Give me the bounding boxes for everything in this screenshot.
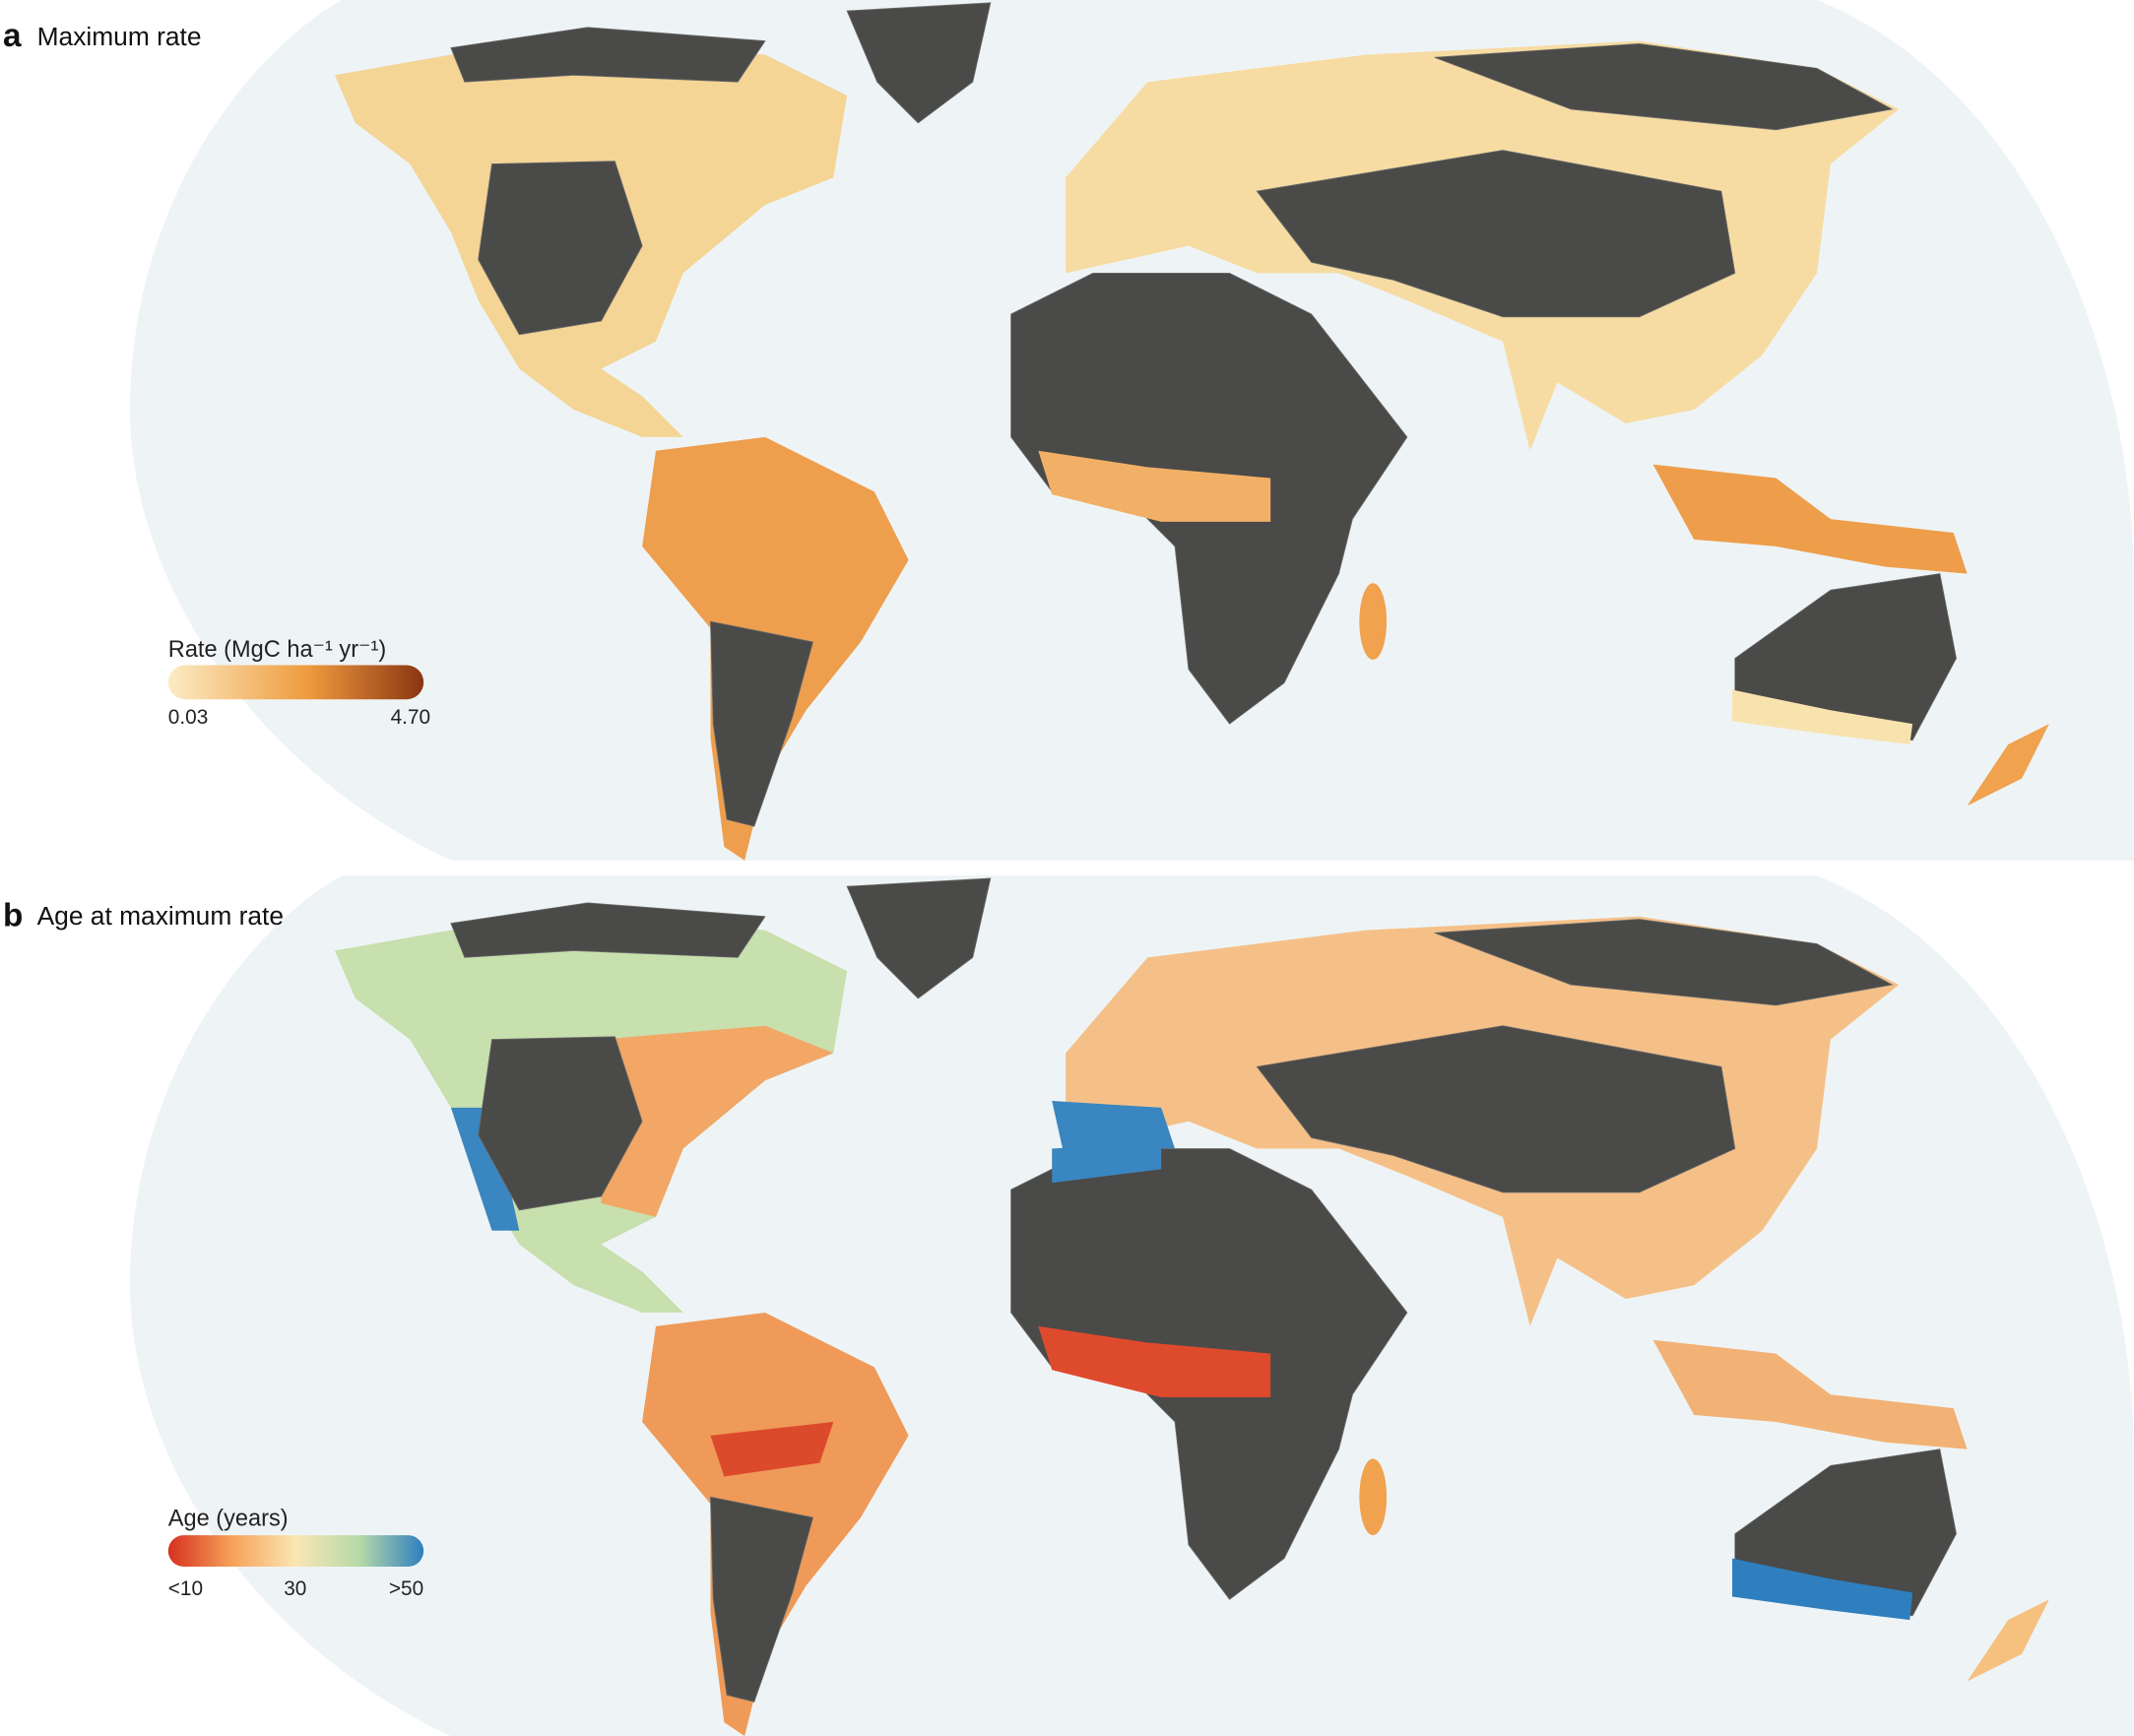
madagascar xyxy=(1359,1458,1388,1536)
eurasia-dry xyxy=(1256,1025,1736,1193)
greenland xyxy=(846,2,992,124)
australia-coast xyxy=(1732,689,1913,744)
arctic-islands xyxy=(450,27,766,83)
legend-label: <10 xyxy=(168,1577,203,1600)
south-america-dry xyxy=(710,1496,814,1703)
panel-label: b xyxy=(3,897,23,933)
new-zealand xyxy=(1967,1599,2049,1682)
eurasia-dry xyxy=(1256,150,1736,318)
legend-label: 30 xyxy=(284,1577,306,1600)
panel-b: b Age at maximum rate Age (years) <10 30… xyxy=(3,875,2134,1736)
siberia-north xyxy=(1434,42,1894,131)
siberia-north xyxy=(1434,919,1894,1006)
legend-label: 4.70 xyxy=(391,706,430,729)
legend-title: Rate (MgC ha⁻¹ yr⁻¹) xyxy=(168,636,386,662)
legend-colorbar xyxy=(167,665,424,700)
new-zealand xyxy=(1967,724,2049,806)
north-america-west xyxy=(450,1107,520,1231)
southeast-asia xyxy=(1652,464,1968,574)
africa-forest xyxy=(1038,450,1271,522)
panel-title: Maximum rate xyxy=(37,22,202,51)
legend-label: 0.03 xyxy=(168,706,208,729)
madagascar xyxy=(1359,583,1388,660)
south-america-band xyxy=(710,1421,834,1477)
south-america-dry xyxy=(710,620,814,827)
southeast-asia xyxy=(1652,1339,1968,1449)
legend-title: Age (years) xyxy=(168,1505,289,1530)
north-america-east xyxy=(601,1025,834,1217)
panel-label: a xyxy=(3,18,22,54)
arctic-islands xyxy=(450,902,766,958)
panel-title: Age at maximum rate xyxy=(37,901,284,931)
panel-a: a Maximum rate Rate (MgC ha⁻¹ yr⁻¹) 0.03… xyxy=(3,0,2134,861)
australia-coast xyxy=(1732,1558,1913,1621)
north-america-dry xyxy=(478,161,643,336)
legend-label: >50 xyxy=(389,1577,423,1600)
africa-north-coast xyxy=(1052,1141,1162,1184)
north-america-dry xyxy=(478,1036,643,1211)
africa-forest xyxy=(1038,1325,1271,1397)
greenland xyxy=(846,877,992,999)
legend-colorbar xyxy=(167,1535,424,1567)
